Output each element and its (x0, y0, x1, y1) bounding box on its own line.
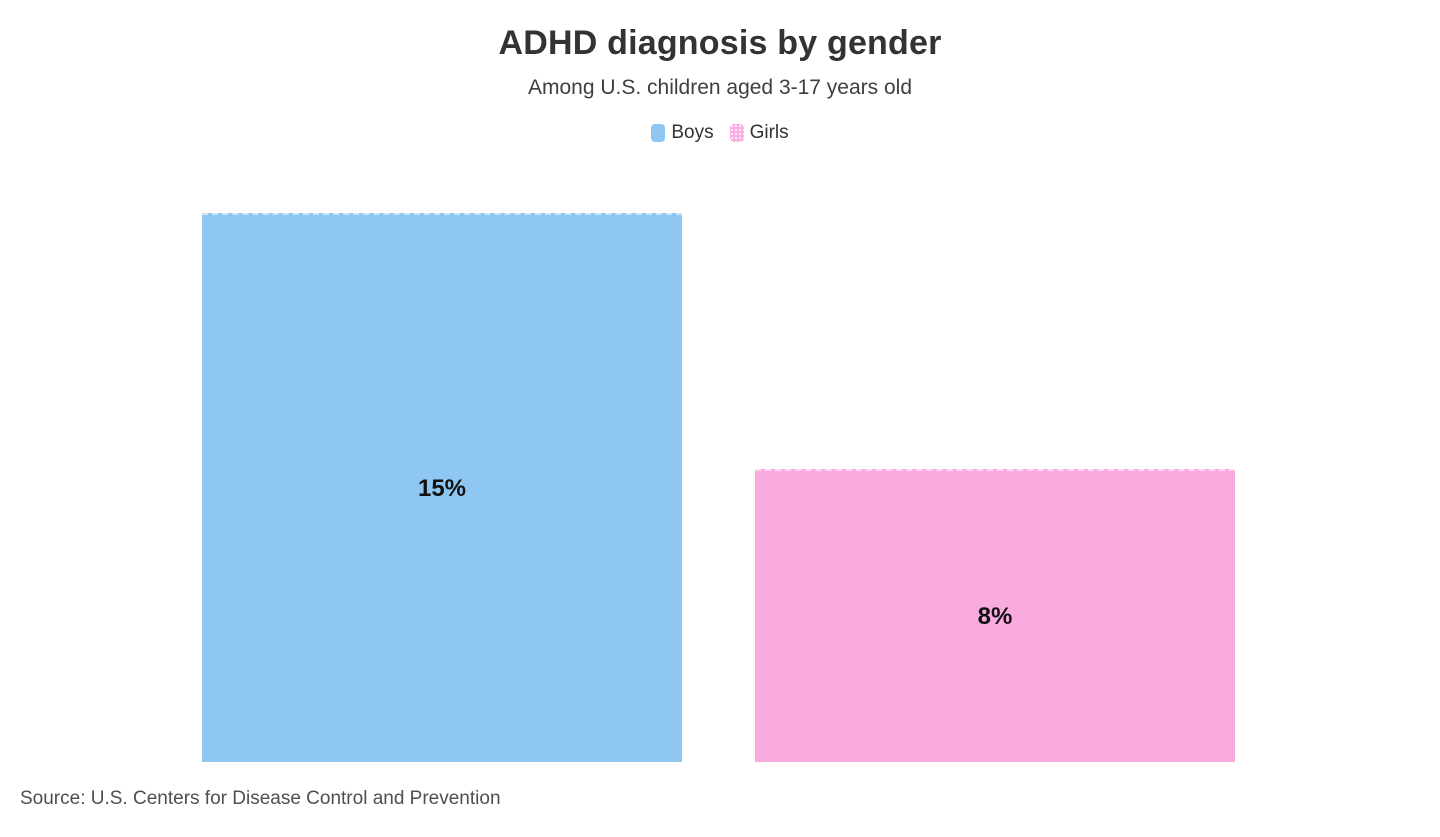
bar-column-girls: 8% (755, 213, 1235, 762)
source-note: Source: U.S. Centers for Disease Control… (20, 788, 501, 809)
bar-chart: 15% 8% (202, 213, 1235, 762)
chart-title: ADHD diagnosis by gender (498, 24, 942, 62)
legend-label-boys: Boys (671, 122, 714, 144)
girls-swatch-icon (729, 124, 744, 143)
boys-swatch-icon (651, 124, 666, 143)
legend-item-girls: Girls (729, 122, 789, 144)
legend-label-girls: Girls (749, 122, 789, 144)
bar-value-label-boys: 15% (417, 474, 467, 502)
bar-column-boys: 15% (202, 213, 682, 762)
bar-girls: 8% (755, 469, 1235, 762)
legend-item-boys: Boys (651, 122, 714, 144)
legend: Boys Girls (0, 122, 1440, 144)
chart-header: ADHD diagnosis by gender Among U.S. chil… (0, 0, 1440, 144)
chart-subtitle: Among U.S. children aged 3-17 years old (527, 76, 913, 100)
bar-boys: 15% (202, 213, 682, 762)
bar-value-label-girls: 8% (977, 602, 1013, 630)
